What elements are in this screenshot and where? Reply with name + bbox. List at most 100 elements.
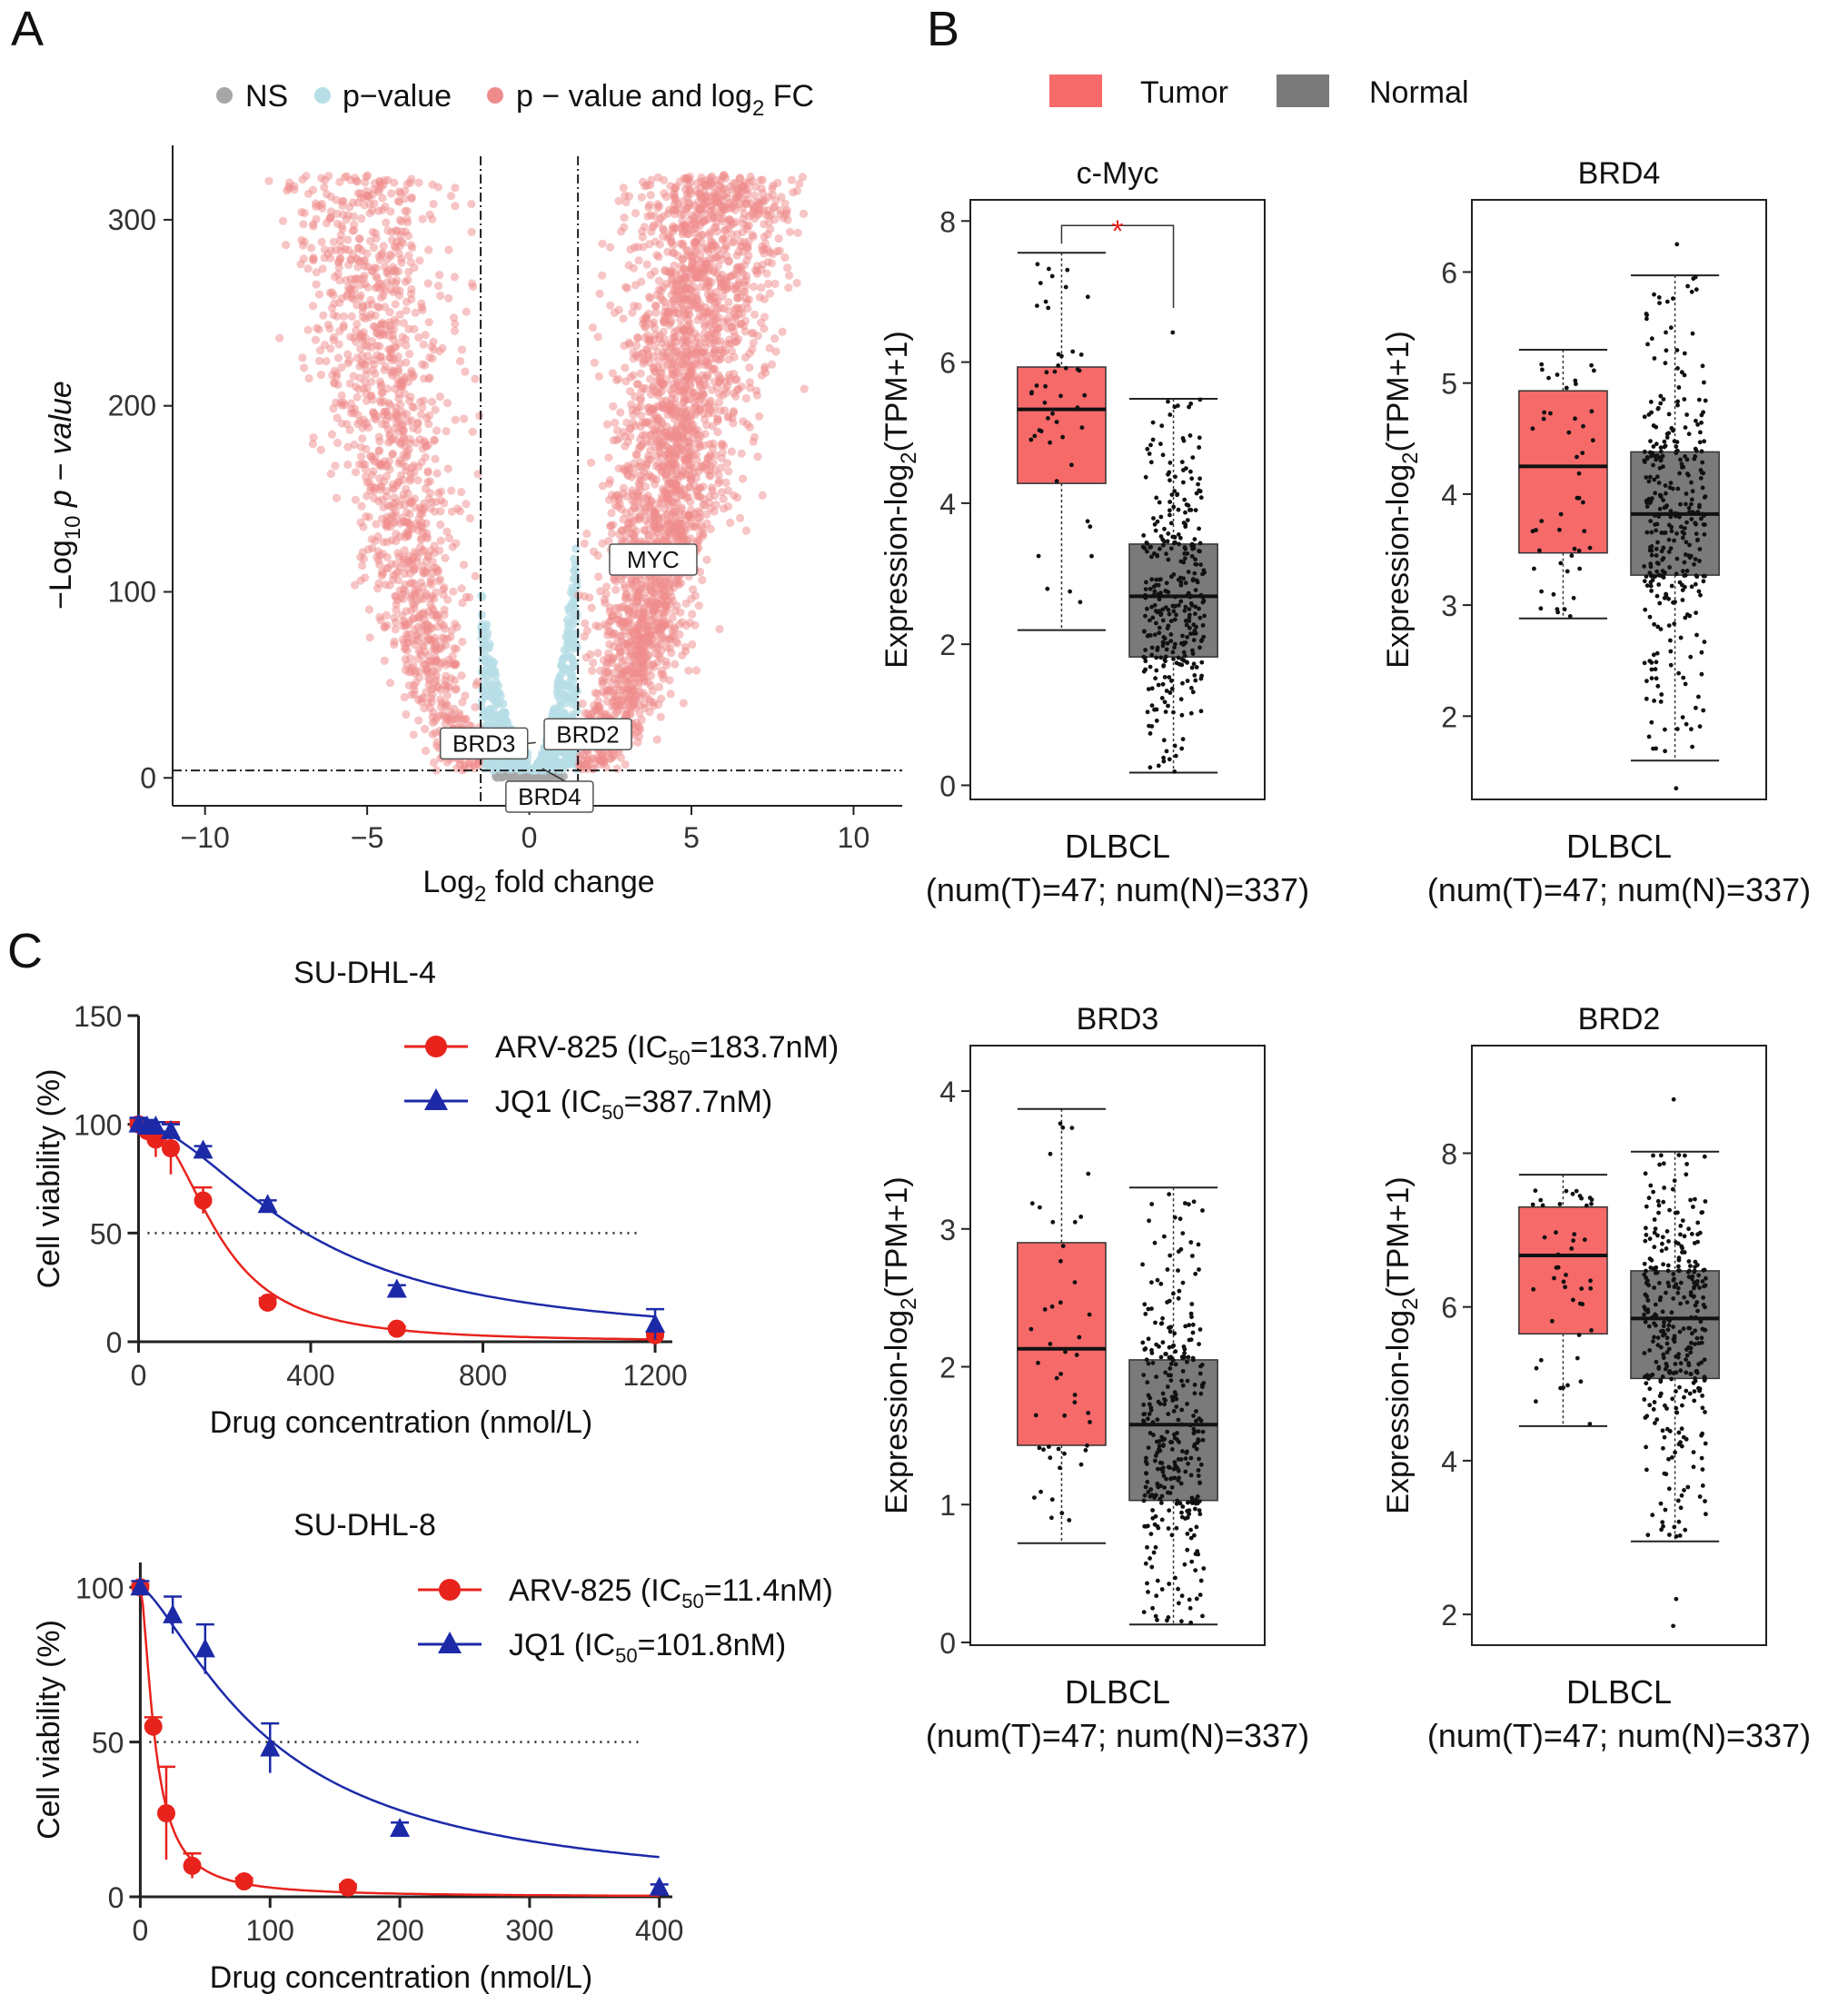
volcano-point <box>620 213 629 223</box>
volcano-point <box>696 204 705 214</box>
box-data-point <box>1158 514 1164 520</box>
volcano-point <box>713 261 723 271</box>
volcano-point <box>757 283 766 293</box>
volcano-point <box>614 664 623 673</box>
volcano-point <box>691 217 700 226</box>
volcano-point <box>572 707 581 716</box>
volcano-point <box>651 592 660 601</box>
volcano-point <box>443 681 452 691</box>
volcano-point <box>634 256 643 265</box>
volcano-point <box>730 352 739 362</box>
volcano-point <box>425 373 434 382</box>
volcano-point <box>696 462 705 471</box>
volcano-point <box>383 491 392 501</box>
box-data-point <box>1162 675 1167 680</box>
volcano-point <box>417 505 426 514</box>
box-x-category: DLBCL <box>1065 828 1170 865</box>
volcano-point <box>409 614 418 623</box>
volcano-point <box>343 460 353 470</box>
volcano-point <box>715 251 724 260</box>
volcano-point <box>380 656 389 666</box>
volcano-point <box>447 507 456 516</box>
volcano-point <box>760 244 770 253</box>
box-data-point <box>1169 679 1174 683</box>
box-data-point <box>1190 455 1196 460</box>
volcano-point <box>353 320 362 329</box>
volcano-point <box>431 454 440 463</box>
box-data-point <box>1056 352 1061 357</box>
volcano-point <box>614 374 623 383</box>
volcano-point <box>417 299 426 308</box>
volcano-point <box>428 180 437 189</box>
box-data-point <box>1159 696 1165 700</box>
volcano-point <box>642 260 651 269</box>
gene-label-brd2: BRD2 <box>556 720 619 748</box>
volcano-point <box>590 358 600 367</box>
volcano-point <box>638 233 648 242</box>
volcano-point <box>750 310 760 319</box>
volcano-point <box>714 479 723 488</box>
volcano-point <box>630 243 640 252</box>
volcano-point <box>568 583 577 592</box>
volcano-point <box>408 599 417 608</box>
volcano-point <box>298 353 307 362</box>
volcano-ylabel-italic: p − value <box>44 381 78 515</box>
volcano-point <box>657 624 666 633</box>
volcano-point <box>726 518 735 528</box>
volcano-point <box>535 773 544 782</box>
volcano-point <box>362 365 371 374</box>
volcano-point <box>442 427 451 436</box>
volcano-point <box>680 333 690 342</box>
volcano-point <box>587 458 596 467</box>
volcano-point <box>399 491 408 500</box>
volcano-point <box>717 303 726 313</box>
box-data-point <box>1044 370 1049 375</box>
volcano-point <box>326 253 335 263</box>
volcano-point <box>451 202 460 211</box>
volcano-point <box>366 451 375 461</box>
volcano-point <box>792 278 801 288</box>
volcano-point <box>563 650 572 660</box>
volcano-point <box>472 680 481 689</box>
volcano-point <box>709 459 718 468</box>
volcano-point <box>672 498 681 507</box>
volcano-point <box>386 324 395 333</box>
volcano-point <box>442 714 452 723</box>
volcano-point <box>329 311 338 320</box>
volcano-point <box>358 303 367 312</box>
volcano-point <box>629 263 639 273</box>
box-ylabel-main: Expression-log <box>879 464 914 669</box>
gene-label-myc: MYC <box>627 546 680 573</box>
volcano-point <box>366 392 375 401</box>
box-data-point <box>1038 281 1043 285</box>
volcano-point <box>730 270 739 279</box>
box-data-point <box>1149 645 1155 650</box>
panel-letter-c: C <box>7 924 43 978</box>
volcano-point <box>343 420 352 429</box>
volcano-point <box>421 746 431 756</box>
box-data-point <box>1154 620 1158 626</box>
box-data-point <box>1173 474 1177 480</box>
box-x-sample-counts: (num(T)=47; num(N)=337) <box>926 871 1309 908</box>
volcano-point <box>382 218 391 227</box>
volcano-point <box>698 531 708 541</box>
volcano-point <box>298 241 308 250</box>
volcano-point <box>428 214 437 223</box>
volcano-point <box>461 691 470 700</box>
box-data-point <box>1147 723 1151 729</box>
volcano-point <box>605 476 615 485</box>
volcano-point <box>618 526 627 535</box>
volcano-point <box>691 229 700 238</box>
volcano-point <box>609 654 618 663</box>
volcano-point <box>387 228 396 237</box>
volcano-point <box>651 367 661 376</box>
volcano-point <box>740 352 750 362</box>
volcano-point <box>407 289 416 298</box>
box-data-point <box>1054 420 1059 424</box>
volcano-point <box>637 387 646 396</box>
volcano-point <box>358 460 367 469</box>
box-data-point <box>1089 553 1094 559</box>
volcano-point <box>388 356 397 365</box>
volcano-point <box>333 380 343 389</box>
volcano-point <box>365 209 374 218</box>
